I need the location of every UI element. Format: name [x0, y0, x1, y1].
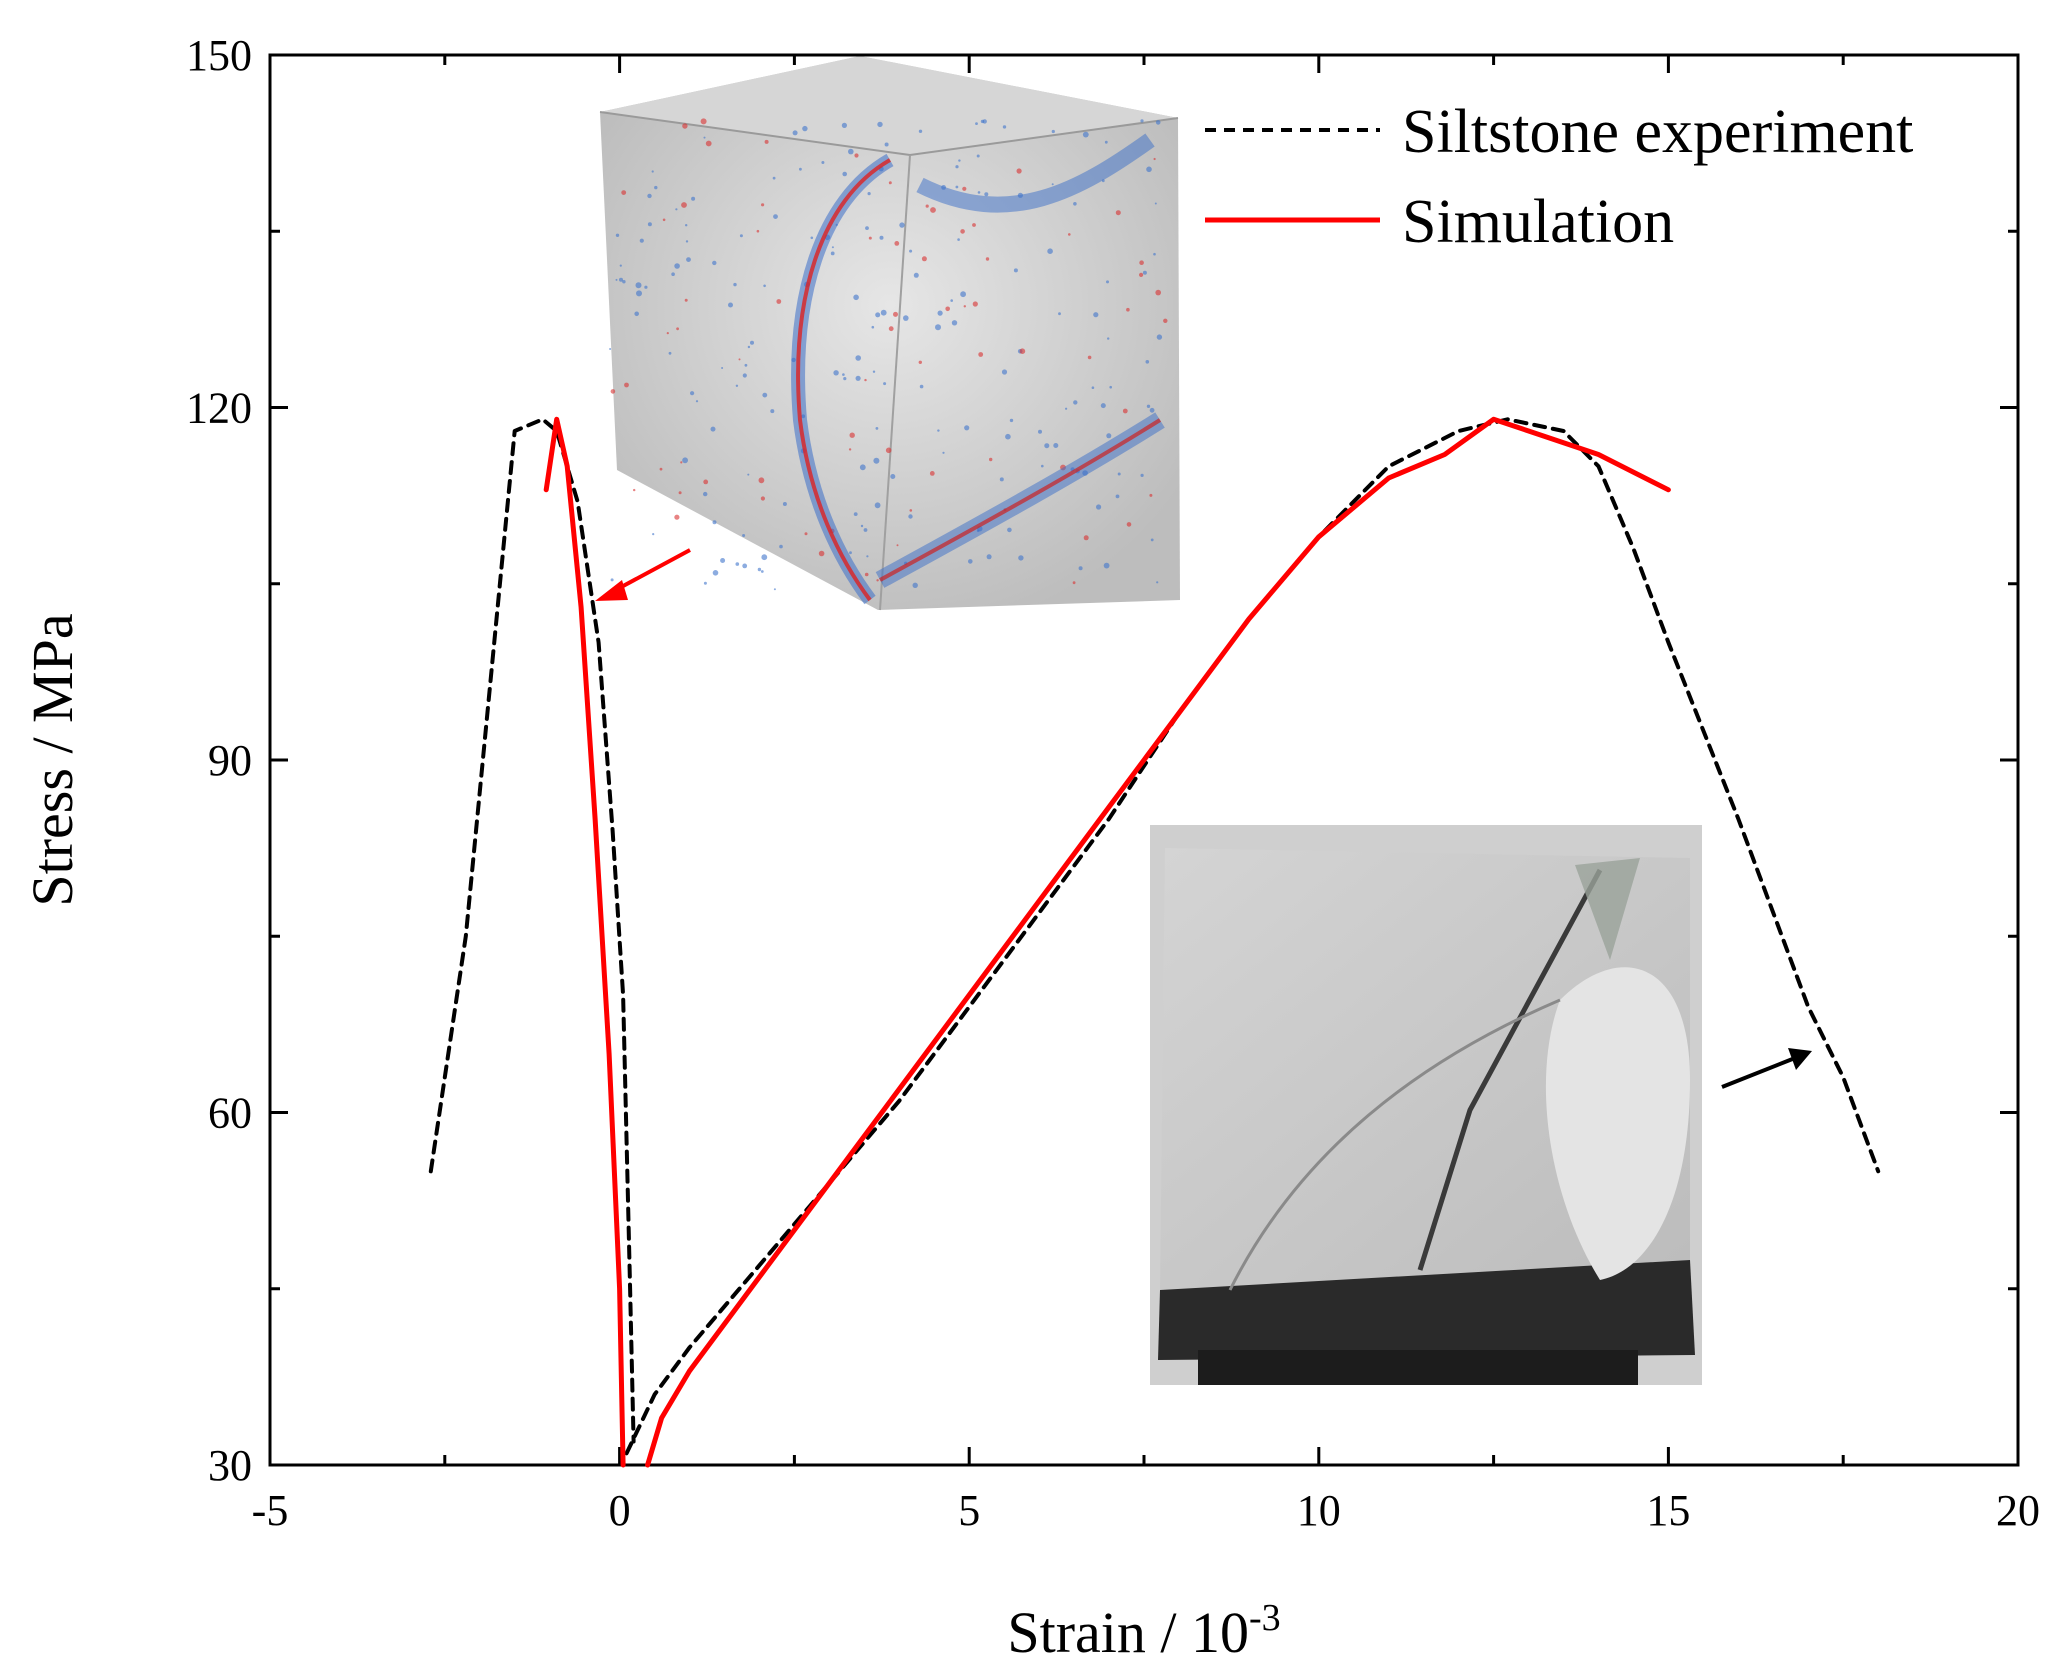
x-tick-label: -5	[252, 1486, 289, 1535]
x-tick-label: 20	[1996, 1486, 2040, 1535]
simulation-series-line-0	[543, 416, 626, 1468]
legend: Siltstone experiment Simulation	[1205, 98, 1913, 256]
series-layer	[428, 416, 1881, 1468]
experiment-series-line-0	[428, 417, 636, 1444]
simulation-cube-inset	[599, 56, 1180, 611]
x-tick-label: 15	[1646, 1486, 1690, 1535]
legend-label-simulation: Simulation	[1402, 188, 1674, 256]
y-tick-label: 60	[208, 1089, 252, 1138]
legend-label-experiment: Siltstone experiment	[1402, 98, 1913, 166]
x-tick-label: 0	[609, 1486, 631, 1535]
x-tick-label: 5	[958, 1486, 980, 1535]
x-tick-label: 10	[1297, 1486, 1341, 1535]
axes: -5 0 5 10 15 20 30 60 90 120 150 Strain / 10-3 Stres…	[20, 31, 2040, 1665]
simulation-series-line-1	[645, 416, 1671, 1468]
y-tick-label: 30	[208, 1441, 252, 1490]
arrow-simulation-pointer	[611, 548, 691, 594]
arrow-experiment-head	[1788, 1048, 1812, 1070]
x-axis-title: Strain / 10-3	[1007, 1597, 1280, 1665]
y-tick-label: 90	[208, 736, 252, 785]
arrow-experiment-pointer	[1721, 1056, 1796, 1089]
specimen-photo-inset	[1150, 825, 1702, 1385]
y-axis-title: Stress / MPa	[20, 613, 85, 906]
y-tick-label: 150	[186, 31, 252, 80]
arrow-simulation-head	[595, 580, 628, 601]
arrows	[595, 548, 1812, 1089]
y-tick-label: 120	[186, 384, 252, 433]
